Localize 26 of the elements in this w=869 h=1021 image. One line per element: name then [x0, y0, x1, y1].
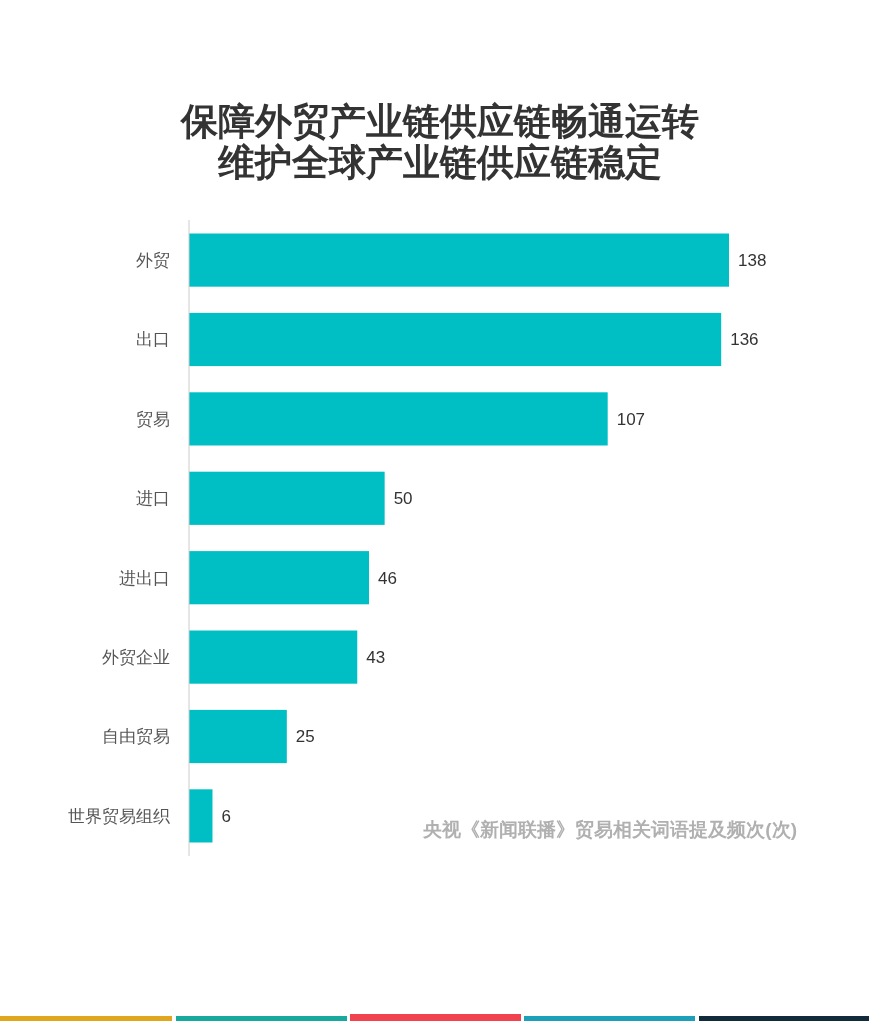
data-label: 43: [366, 648, 386, 668]
bar: [189, 630, 358, 684]
bar: [189, 709, 287, 764]
chart-title: 保障外贸产业链供应链畅通运转维护全球产业链供应链稳定: [179, 101, 699, 183]
data-label: 6: [221, 806, 231, 826]
bar: [189, 392, 608, 446]
data-label: 25: [295, 727, 315, 747]
data-label: 46: [378, 568, 397, 588]
data-label: 138: [738, 251, 767, 271]
y-tick-label: 进口: [136, 489, 170, 509]
y-tick-label: 外贸: [136, 251, 170, 271]
data-label: 107: [616, 409, 646, 429]
y-tick-label: 外贸企业: [102, 648, 170, 668]
y-tick-label: 出口: [136, 330, 170, 350]
data-label: 136: [730, 330, 759, 350]
data-label: 50: [393, 489, 413, 509]
bar: [189, 789, 213, 843]
y-tick-label: 世界贸易组织: [68, 806, 170, 826]
annotation: 央视《新闻联播》贸易相关词语提及频次(次): [422, 819, 797, 840]
bar: [189, 233, 729, 287]
y-tick-label: 贸易: [136, 409, 170, 429]
y-tick-label: 进出口: [119, 568, 170, 588]
bar: [189, 312, 722, 367]
bar: [189, 551, 369, 605]
y-tick-label: 自由贸易: [102, 727, 170, 747]
bar: [189, 471, 385, 525]
